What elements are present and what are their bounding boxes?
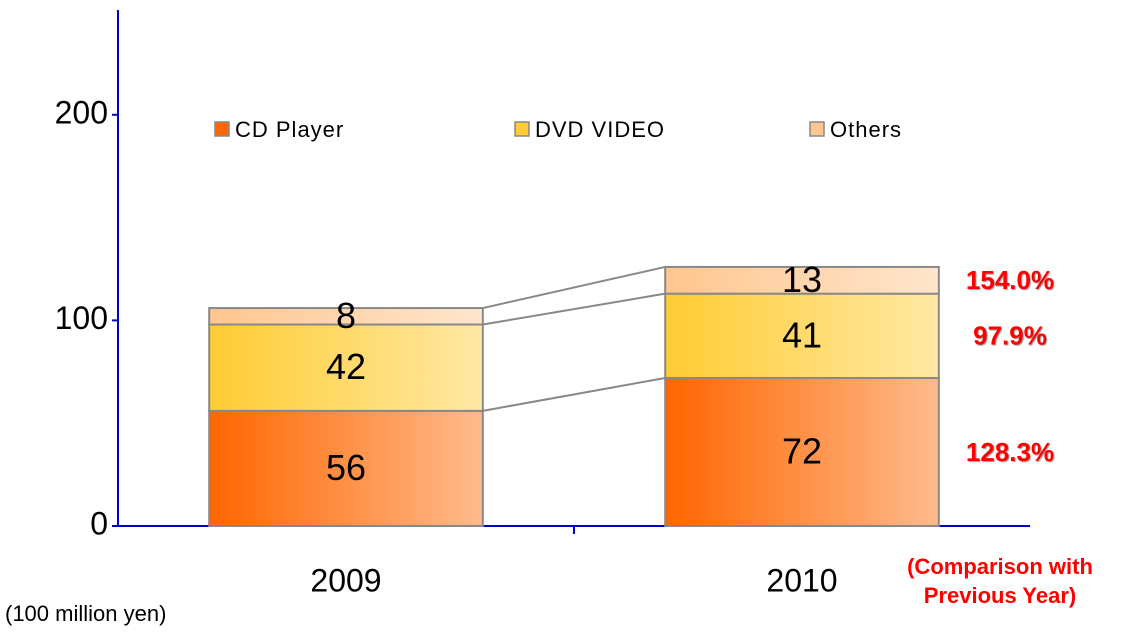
comparison-label: 97.9% — [973, 321, 1047, 351]
data-label: 8 — [336, 295, 356, 336]
comparison-title: Previous Year) — [924, 583, 1076, 608]
legend-swatch — [809, 121, 825, 137]
data-label: 41 — [782, 314, 822, 355]
comparison-title: (Comparison with — [907, 554, 1093, 579]
y-tick-label: 200 — [55, 94, 108, 130]
connector — [482, 292, 666, 326]
bar-shine — [210, 325, 482, 410]
legend-label: DVD VIDEO — [535, 117, 665, 142]
legend-swatch — [514, 121, 530, 137]
x-tick-label: 2009 — [310, 562, 381, 598]
unit-label: (100 million yen) — [5, 601, 166, 626]
y-tick-label: 0 — [90, 505, 108, 541]
data-label: 13 — [782, 259, 822, 300]
comparison-label: 128.3% — [966, 437, 1054, 467]
data-label: 56 — [326, 447, 366, 488]
bar-shine — [210, 309, 482, 324]
connector — [482, 265, 666, 310]
y-tick-label: 100 — [55, 300, 108, 336]
legend-label: CD Player — [235, 117, 344, 142]
legend-label: Others — [830, 117, 902, 142]
x-tick-label: 2010 — [766, 562, 837, 598]
bar-shine — [666, 378, 938, 525]
comparison-label: 154.0% — [966, 265, 1054, 295]
connector — [482, 376, 666, 412]
data-label: 42 — [326, 346, 366, 387]
data-label: 72 — [782, 430, 822, 471]
bar-shine — [666, 294, 938, 377]
bar-shine — [210, 411, 482, 525]
bar-shine — [666, 267, 938, 293]
legend-swatch — [214, 121, 230, 137]
